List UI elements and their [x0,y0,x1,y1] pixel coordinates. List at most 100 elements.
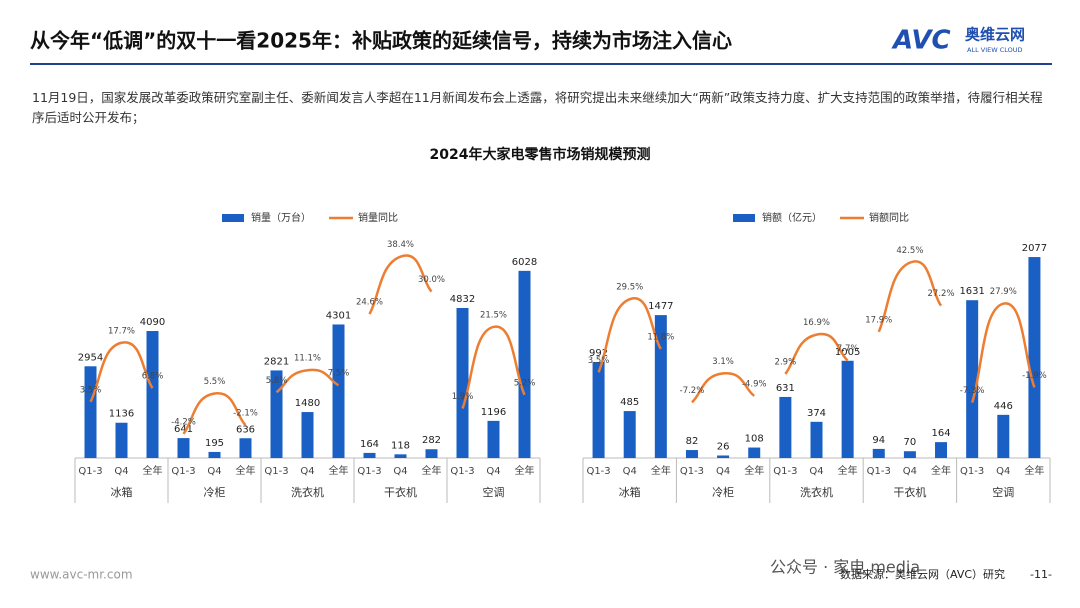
bar-value-label: 2954 [78,352,103,363]
source: 数据来源：奥维云网（AVC）研究 [840,567,1005,581]
growth-line [877,260,943,333]
line-value-label: -2.1% [233,409,258,419]
logo-cn: 奥维云网 [965,26,1025,44]
line-value-label: 3.5% [80,385,102,395]
line-value-label: -7.3% [960,386,985,396]
logo-mark: AVC [891,26,951,56]
line-value-label: 21.5% [480,310,507,320]
line-value-label: -1.9% [1022,371,1047,381]
legend-swatch [222,214,244,222]
x-tick-label: Q1-3 [680,466,704,477]
bar [623,411,636,458]
group-label: 冷柜 [712,486,734,499]
x-tick-label: 全年 [838,464,858,477]
bar [84,366,97,458]
bar [301,412,314,458]
bar [779,396,792,458]
line-value-label: 5.8% [266,376,288,386]
bar [239,438,252,458]
bar-value-label: 1196 [481,407,506,418]
x-tick-label: 全年 [1024,464,1044,477]
line-value-label: 24.6% [356,298,383,308]
bar-value-label: 4301 [326,310,351,321]
x-tick-label: Q1-3 [264,466,288,477]
line-value-label: 2.9% [775,357,797,367]
x-tick-label: 全年 [329,464,349,477]
line-value-label: 5.2% [514,378,536,388]
line-value-label: 11.8% [647,332,674,342]
bar [115,422,128,458]
growth-line [182,392,247,435]
legend-label: 销额（亿元） [762,211,822,224]
line-value-label: 3.1% [712,357,734,367]
bar [208,451,221,458]
group-label: 冰箱 [619,485,641,499]
bar-value-label: 195 [205,438,224,449]
x-tick-label: Q1-3 [773,466,797,477]
slide-title: 从今年“低调”的双十一看2025年：补贴政策的延续信号，持续为市场注入信心 [30,29,732,53]
growth-line [970,302,1036,404]
line-value-label: 6.8% [142,372,164,382]
group-label: 干衣机 [893,485,926,499]
line-value-label: 5.5% [204,377,226,387]
bar [903,451,916,458]
bar-value-label: 1136 [109,409,134,420]
bar [394,454,407,458]
x-tick-label: 全年 [931,464,951,477]
bar-value-label: 2077 [1022,243,1047,254]
bar-value-label: 1631 [959,286,984,297]
line-value-label: 38.4% [387,240,414,250]
growth-line [89,341,154,403]
legend-label: 销额同比 [869,211,909,224]
bar-value-label: 94 [872,435,885,446]
bar [592,362,605,458]
x-tick-label: Q1-3 [78,466,102,477]
line-value-label: 17.7% [108,326,135,336]
bar-value-label: 636 [236,424,255,435]
bar [966,300,979,458]
line-value-label: 17.9% [865,315,892,325]
legend-swatch [733,214,755,222]
bar [748,447,761,458]
bar-value-label: 2821 [264,356,289,367]
growth-line [275,368,340,394]
line-value-label: 27.9% [990,287,1017,297]
x-tick-label: Q4 [809,466,823,477]
x-tick-label: 全年 [744,464,764,477]
page-number: -11- [1030,568,1052,581]
growth-line [784,332,849,375]
bar-value-label: 164 [931,428,950,439]
group-label: 洗衣机 [800,485,833,499]
line-value-label: -4.2% [171,417,196,427]
group-label: 冰箱 [111,485,133,499]
line-value-label: 27.2% [928,289,955,299]
x-tick-label: Q4 [996,466,1010,477]
bar [872,448,885,458]
website: www.avc-mr.com [30,568,133,582]
bar [685,450,698,458]
bar-value-label: 70 [904,437,917,448]
line-value-label: 30.0% [418,275,445,285]
line-value-label: 16.9% [803,318,830,328]
logo-en: ALL VIEW CLOUD [967,46,1023,54]
line-value-label: 3.5% [588,356,610,366]
x-tick-label: Q1-3 [171,466,195,477]
legend-label: 销量同比 [358,211,398,224]
bar [363,452,376,458]
line-value-label: 7.7% [837,344,859,354]
x-tick-label: Q1-3 [586,466,610,477]
bar-value-label: 6028 [512,257,537,268]
bar [270,370,283,458]
line-value-label: 1.9% [452,392,474,402]
legend-label: 销量（万台） [251,211,311,224]
x-tick-label: Q1-3 [450,466,474,477]
growth-line [597,297,662,373]
growth-line [691,372,756,404]
bar-value-label: 4832 [450,294,475,305]
x-tick-label: Q4 [903,466,917,477]
x-tick-label: Q4 [114,466,128,477]
bar [146,331,159,458]
group-label: 洗衣机 [291,485,324,499]
x-tick-label: 全年 [515,464,535,477]
